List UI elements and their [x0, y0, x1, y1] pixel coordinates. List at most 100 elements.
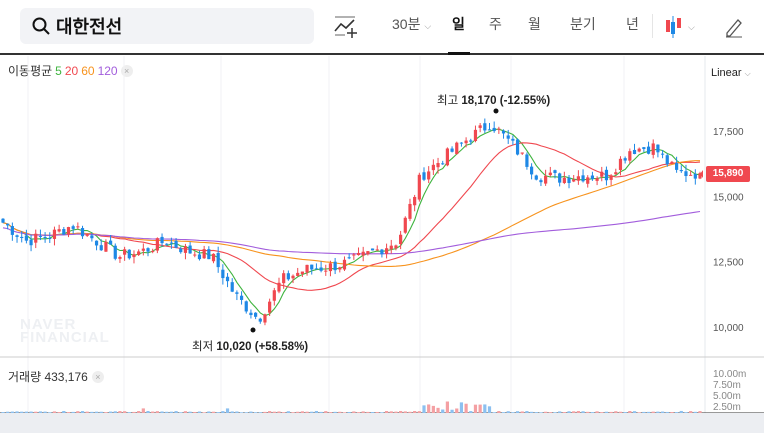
divider [652, 14, 653, 38]
volume-bar [492, 412, 496, 413]
candle [244, 301, 248, 312]
candle [628, 151, 632, 161]
candle [305, 264, 309, 273]
candle [221, 269, 225, 279]
drawing-pencil-icon[interactable] [724, 16, 744, 38]
candle [300, 271, 304, 275]
ma-5[interactable]: 5 [55, 63, 62, 78]
stock-name: 대한전선 [56, 17, 123, 37]
volume-bar [590, 412, 595, 413]
volume-bar [216, 412, 220, 413]
candle [118, 257, 122, 259]
scale-mode-dropdown[interactable]: Linear ⌵ [711, 67, 751, 79]
ma-60[interactable]: 60 [81, 63, 95, 78]
candle [558, 173, 562, 183]
candle-type-icon[interactable]: ⌵ [664, 14, 700, 40]
candle [155, 238, 159, 251]
candle [151, 250, 155, 252]
candle [427, 171, 431, 180]
volume-bar [6, 411, 10, 413]
volume-bar [305, 411, 309, 413]
ma-20-line [2, 142, 701, 291]
volume-bar [389, 411, 393, 413]
candle [296, 272, 300, 276]
volume-bar [366, 411, 370, 413]
ma-60-line [2, 160, 700, 267]
volume-bar [179, 412, 183, 413]
candle [520, 152, 524, 154]
ma-20[interactable]: 20 [64, 63, 79, 78]
volume-bar [268, 411, 272, 413]
volume-bar [413, 410, 417, 413]
stock-search[interactable]: 대한전선 [20, 8, 314, 44]
candle [197, 254, 202, 260]
close-volume-button[interactable]: × [91, 370, 104, 383]
candle [319, 267, 323, 271]
candle [604, 169, 609, 181]
candle [366, 251, 370, 255]
volume-bar [618, 411, 623, 413]
candle [544, 175, 548, 184]
tab-week[interactable]: 주 [489, 16, 502, 32]
interval-30min-dropdown[interactable]: 30분 ⌵ [392, 16, 432, 32]
tab-day[interactable]: 일 [452, 16, 465, 32]
ma-120[interactable]: 120 [97, 63, 118, 78]
volume-bar [544, 411, 548, 413]
volume-bar [254, 412, 258, 413]
candle [380, 249, 384, 255]
volume-tick-label: 2.50m [713, 402, 741, 413]
tab-year[interactable]: 년 [626, 16, 639, 32]
volume-bar [375, 411, 379, 413]
candle [207, 249, 211, 260]
volume-bar [642, 411, 646, 413]
volume-bar [572, 411, 576, 413]
volume-bar [525, 411, 529, 413]
candle [651, 143, 655, 155]
volume-bar [675, 412, 679, 413]
candle [314, 268, 319, 270]
candle [455, 142, 459, 155]
volume-bar [66, 412, 71, 413]
volume-bar [693, 411, 697, 413]
candle [76, 226, 80, 228]
volume-bar [431, 405, 435, 413]
volume-bar [352, 411, 356, 413]
candle [384, 248, 389, 254]
candle [693, 173, 697, 179]
candle [179, 248, 183, 253]
candle [108, 240, 113, 245]
volume-bar [90, 411, 94, 413]
candle [590, 175, 595, 180]
volume-bar [399, 410, 403, 413]
volume-bar [43, 411, 47, 413]
volume-bar [441, 409, 445, 413]
tab-quarter[interactable]: 분기 [570, 16, 596, 32]
candle [127, 249, 131, 259]
candle [15, 235, 19, 237]
candle [413, 196, 417, 206]
candle [202, 249, 206, 259]
volume-bar [296, 411, 300, 413]
volume-bar [80, 411, 85, 413]
candle [642, 147, 646, 149]
candle [43, 237, 47, 239]
add-indicator-icon[interactable] [333, 14, 359, 40]
volume-bar [506, 411, 510, 413]
y-tick-label: 12,500 [713, 258, 744, 269]
volume-bar [225, 408, 230, 413]
volume-bar [501, 412, 506, 413]
volume-bar [183, 411, 188, 413]
volume-bar [534, 412, 538, 413]
tab-month[interactable]: 월 [528, 16, 541, 32]
candle [342, 259, 347, 270]
ma-label: 이동평균 [8, 64, 53, 78]
volume-bar [146, 410, 150, 413]
volume-bar [123, 411, 127, 413]
candle [249, 312, 253, 316]
candle [399, 234, 403, 245]
volume-bar [361, 411, 365, 413]
volume-bar [211, 411, 216, 413]
volume-bar [515, 411, 520, 413]
candle [104, 241, 108, 252]
